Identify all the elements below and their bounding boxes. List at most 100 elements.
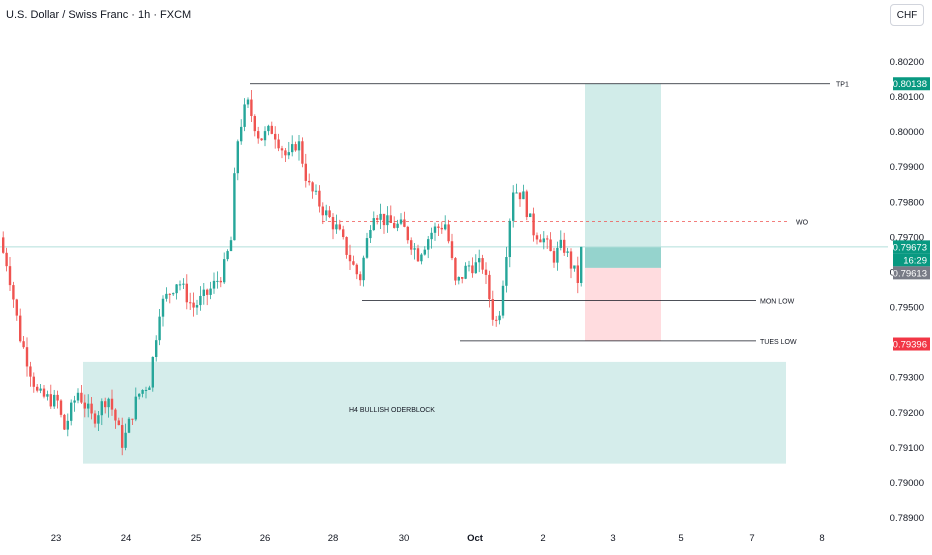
candle-body — [501, 285, 505, 316]
candle-body — [399, 219, 403, 224]
candle — [382, 213, 386, 234]
candle-body — [83, 402, 86, 409]
candle — [32, 372, 35, 393]
candle-body — [284, 150, 287, 156]
candle-body — [515, 192, 518, 194]
y-tick-label: 0.80200 — [890, 57, 924, 68]
candle-body — [471, 265, 474, 274]
candle-body — [566, 251, 569, 253]
y-tick-label: 0.79500 — [890, 303, 924, 314]
candle-body — [117, 420, 120, 426]
candle — [379, 203, 382, 229]
candle-body — [46, 394, 49, 397]
orderblock-label: H4 BULLISH ODERBLOCK — [349, 407, 435, 414]
x-tick-label: 28 — [328, 533, 339, 544]
y-tick-label: 0.79100 — [890, 443, 924, 454]
candle-body — [172, 293, 175, 295]
candle-body — [229, 240, 233, 252]
candle — [481, 254, 484, 274]
candle-body — [39, 388, 42, 391]
x-tick-label: Oct — [467, 533, 484, 544]
candle-body — [518, 192, 522, 200]
y-tick-label: 0.80000 — [890, 127, 924, 138]
candle — [25, 337, 29, 377]
candle-body — [352, 261, 355, 265]
x-tick-label: 24 — [121, 533, 132, 544]
candle — [420, 253, 423, 265]
candle-body — [396, 223, 399, 228]
candle — [168, 293, 171, 304]
candle — [563, 232, 566, 256]
candle — [63, 413, 66, 430]
candle — [376, 214, 379, 225]
candle — [359, 271, 362, 286]
candle — [478, 249, 481, 273]
candle — [124, 423, 127, 451]
candle-body — [508, 220, 511, 258]
candle — [250, 90, 253, 122]
candle — [42, 385, 46, 399]
candle — [263, 126, 267, 147]
candle — [56, 390, 59, 409]
candle-body — [580, 246, 583, 283]
candle-body — [563, 239, 566, 253]
candle — [474, 254, 477, 274]
candle-body — [226, 251, 229, 260]
candle — [216, 271, 219, 289]
candle-body — [141, 389, 144, 394]
candle — [311, 181, 314, 199]
candle — [467, 260, 471, 272]
candle — [393, 216, 396, 229]
currency-button[interactable]: CHF — [890, 4, 924, 26]
candle-body — [559, 239, 562, 248]
price-label-bg — [893, 266, 930, 280]
candle-body — [546, 238, 549, 240]
candle-body — [73, 400, 76, 403]
candle — [484, 262, 488, 285]
candle — [488, 270, 491, 308]
candle-body — [250, 99, 253, 117]
candle — [284, 147, 287, 162]
candle — [165, 287, 168, 302]
candle — [389, 205, 392, 224]
candle-body — [379, 213, 382, 220]
candle — [97, 411, 100, 432]
candle-body — [267, 125, 270, 132]
candle — [328, 206, 331, 219]
x-tick-label: 23 — [51, 533, 62, 544]
candle-body — [372, 218, 375, 231]
candle — [372, 211, 375, 232]
candle — [257, 126, 260, 144]
candle-body — [430, 232, 433, 240]
candle — [219, 277, 222, 288]
candle — [447, 219, 450, 244]
x-tick-label: 5 — [678, 533, 683, 544]
candle — [515, 183, 518, 194]
candle — [233, 167, 236, 241]
candle — [542, 231, 545, 250]
candle-body — [362, 257, 365, 281]
candle — [185, 274, 188, 310]
candle-body — [178, 284, 182, 286]
candle-body — [433, 226, 437, 233]
candle — [532, 207, 535, 242]
candle-body — [144, 389, 148, 391]
candle — [15, 298, 18, 321]
candle-body — [467, 265, 471, 267]
candle-body — [348, 254, 352, 262]
candle — [8, 257, 12, 292]
price-label-bg — [893, 337, 930, 351]
candle-body — [549, 239, 552, 252]
candle-body — [274, 133, 277, 140]
candle-body — [556, 247, 559, 263]
candle — [399, 213, 403, 226]
candle-body — [2, 237, 5, 253]
candle-body — [318, 190, 321, 207]
candle — [287, 141, 290, 160]
candle — [461, 277, 464, 284]
x-tick-label: 7 — [749, 533, 754, 544]
candle-body — [25, 347, 29, 367]
candle-body — [56, 394, 59, 401]
